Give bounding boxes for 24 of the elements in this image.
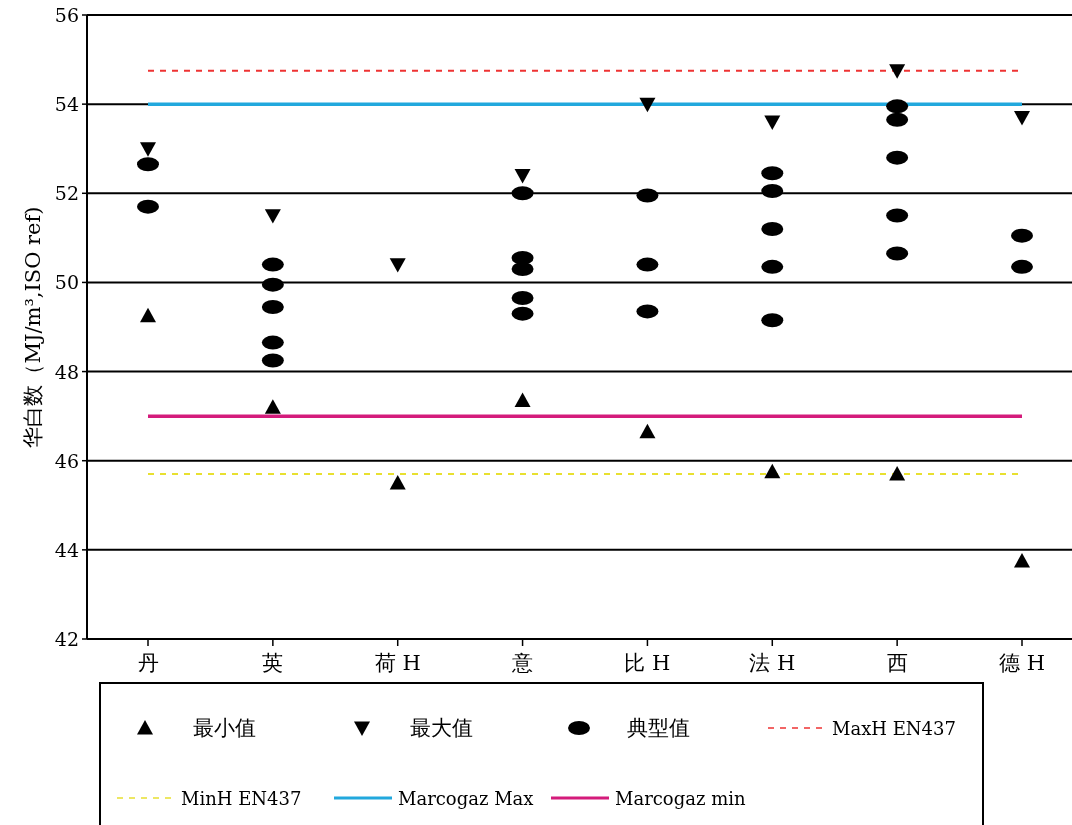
x-tick-label: 比 H — [624, 651, 671, 675]
y-tick-label: 54 — [54, 93, 79, 116]
x-tick-label: 德 H — [999, 651, 1045, 675]
y-tick-label: 44 — [54, 538, 79, 561]
y-tick-label: 42 — [54, 628, 79, 650]
legend-label: 最大值 — [410, 716, 473, 740]
legend-label: 最小值 — [193, 716, 256, 740]
y-tick-label: 56 — [54, 4, 79, 26]
x-tick-label: 法 H — [749, 651, 796, 675]
x-tick-label: 西 — [886, 651, 908, 675]
y-tick-label: 52 — [54, 182, 79, 205]
legend-label: MaxH EN437 — [832, 718, 956, 739]
y-tick-label: 50 — [54, 271, 79, 294]
y-tick-label: 46 — [54, 449, 79, 472]
legend-label: Marcogaz Max — [398, 788, 534, 809]
y-tick-label: 48 — [54, 360, 79, 383]
x-tick-label: 丹 — [137, 651, 159, 675]
legend-label: MinH EN437 — [181, 788, 302, 809]
legend-label: Marcogaz min — [615, 788, 746, 809]
x-tick-label: 英 — [262, 651, 284, 675]
x-tick-label: 意 — [511, 651, 534, 675]
legend-label: 典型值 — [627, 716, 690, 740]
x-tick-label: 荷 H — [374, 651, 421, 675]
y-axis-title: 华白数（MJ/m³,ISO ref) — [21, 206, 45, 448]
